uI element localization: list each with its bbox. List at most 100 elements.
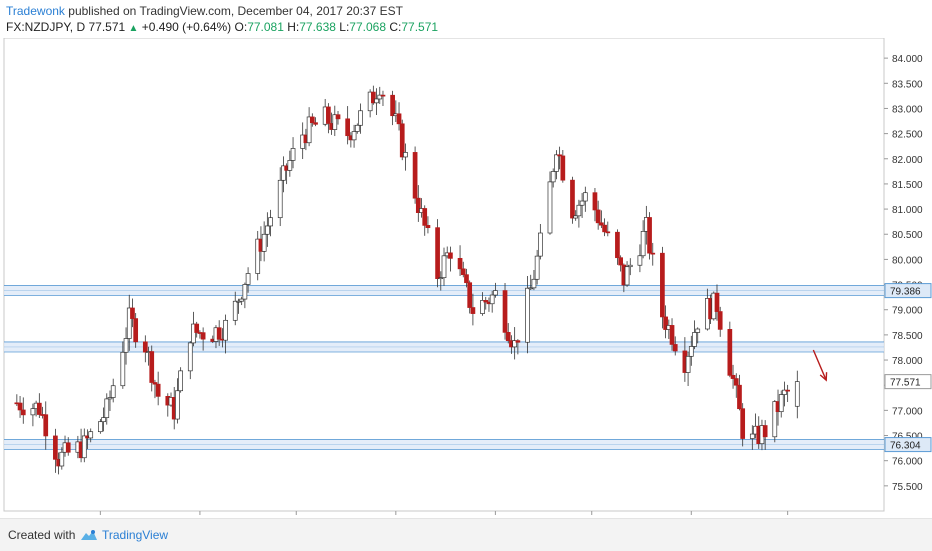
candle-body <box>107 397 113 400</box>
created-with-text: Created with <box>8 528 76 542</box>
candle-body <box>637 255 643 266</box>
candle-body <box>794 381 800 407</box>
last-price-tag <box>884 374 932 390</box>
candle-body <box>370 91 376 104</box>
candle-body <box>435 227 440 279</box>
candle-body <box>538 232 543 257</box>
tradingview-logo-icon[interactable] <box>80 528 98 542</box>
candle-body <box>512 340 518 348</box>
candle-body <box>714 292 720 312</box>
candle-body <box>332 114 338 130</box>
y-tick-label: 78.000 <box>892 356 923 367</box>
candle-body <box>415 197 421 213</box>
author-link[interactable]: Tradewonk <box>6 4 65 18</box>
zone-price-tag <box>884 437 932 453</box>
candle-body <box>354 124 360 132</box>
candle-body <box>43 414 49 437</box>
candle-body <box>216 327 222 340</box>
candle-body <box>730 374 736 379</box>
candle-body <box>602 224 607 233</box>
candle-body <box>762 425 768 438</box>
low-value: 77.068 <box>349 20 386 34</box>
candle-body <box>627 264 633 268</box>
close-value: 77.571 <box>401 20 439 34</box>
candle-body <box>81 435 87 459</box>
candle-body <box>133 318 139 343</box>
candle-body <box>695 328 701 333</box>
candle-body <box>441 255 447 279</box>
candle-body <box>30 408 36 416</box>
candle-body <box>345 118 350 137</box>
candle-body <box>358 110 363 126</box>
candle-body <box>733 378 739 386</box>
candle-body <box>528 287 534 290</box>
open-value: 77.081 <box>247 20 284 34</box>
candle-body <box>550 171 556 183</box>
candle-body <box>309 116 315 124</box>
candle-body <box>101 417 106 423</box>
tradingview-link[interactable]: TradingView <box>102 528 169 542</box>
candle-body <box>351 131 357 141</box>
candle-body <box>618 257 623 266</box>
candle-body <box>489 294 495 305</box>
up-arrow-icon: ▲ <box>128 23 139 34</box>
candle-body <box>277 179 283 219</box>
candle-body <box>290 148 296 161</box>
candle-body <box>425 225 431 229</box>
candle-body <box>557 154 562 157</box>
candle-body <box>640 230 646 257</box>
candle-body <box>782 389 787 395</box>
y-tick-label: 76.500 <box>892 432 923 443</box>
candle-body <box>126 307 132 339</box>
candle-body <box>175 390 180 420</box>
candle-body <box>660 252 665 318</box>
candle-body <box>98 421 103 433</box>
close-label: C: <box>389 20 402 34</box>
candle-body <box>265 225 270 235</box>
candle-body <box>287 160 293 171</box>
candle-body <box>335 114 341 120</box>
candle-body <box>403 152 408 158</box>
candle-body <box>772 401 778 438</box>
candle-body <box>390 94 395 117</box>
candle-body <box>560 155 566 181</box>
candle-body <box>187 342 193 372</box>
candle-body <box>236 300 241 303</box>
candle-body <box>155 383 161 397</box>
candle-body <box>573 215 579 219</box>
candle-body <box>502 290 508 333</box>
y-tick-label: 79.000 <box>892 306 923 317</box>
candle-body <box>595 209 601 224</box>
candle-body <box>200 332 206 340</box>
change-text: +0.490 (+0.64%) <box>141 20 232 34</box>
open-label: O: <box>234 20 248 34</box>
candle-body <box>669 325 675 345</box>
candle-body <box>377 94 383 100</box>
candle-body <box>647 217 652 254</box>
candle-body <box>727 329 733 376</box>
y-tick-label: 76.000 <box>892 457 923 468</box>
candle-body <box>268 217 273 227</box>
candle-body <box>457 258 463 270</box>
trend-arrow-line <box>812 349 827 381</box>
candle-body <box>460 268 466 276</box>
candlestick-chart[interactable]: 75.50076.00076.50077.00077.50078.00078.5… <box>0 38 932 518</box>
candle-body <box>438 277 444 280</box>
high-value: 77.638 <box>299 20 336 34</box>
candle-body <box>579 200 585 206</box>
candle-body <box>467 282 473 308</box>
candle-body <box>281 165 286 181</box>
footer-bar: Created with TradingView <box>0 518 932 551</box>
y-tick-label: 84.000 <box>892 54 923 65</box>
y-tick-label: 80.500 <box>892 230 923 241</box>
candle-body <box>778 394 784 413</box>
candle-body <box>261 233 267 252</box>
candle-body <box>239 298 245 302</box>
candle-body <box>464 274 469 284</box>
candle-body <box>685 355 691 373</box>
candle-body <box>130 307 135 319</box>
last-price: 77.571 <box>88 20 126 34</box>
candle-body <box>242 284 248 300</box>
low-label: L: <box>339 20 350 34</box>
candle-body <box>480 300 485 314</box>
